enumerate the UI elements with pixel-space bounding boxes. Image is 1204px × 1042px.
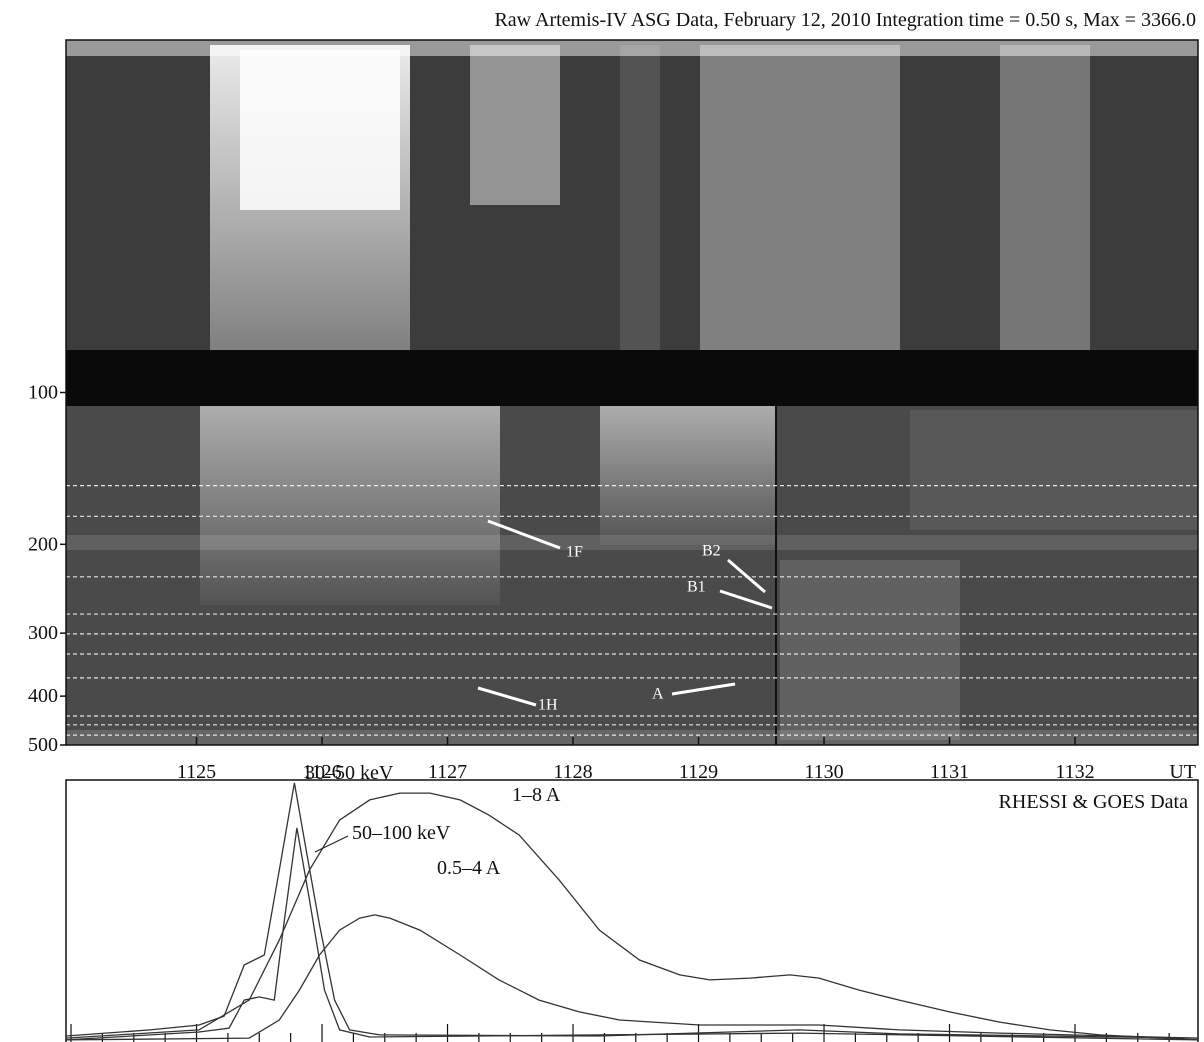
- y-tick-label: 200: [28, 533, 58, 555]
- light-curve: [65, 914, 1199, 1041]
- y-tick-label: 300: [28, 622, 58, 644]
- x-tick-label: 1130: [804, 761, 843, 783]
- annotation-pointer: [671, 682, 736, 696]
- label-pointer: [314, 835, 349, 853]
- y-tick-label: 400: [28, 685, 58, 707]
- annotation-pointer: [727, 558, 766, 594]
- annotation-pointer: [477, 686, 537, 707]
- y-tick-label: 500: [28, 734, 58, 756]
- annotation: B1: [687, 579, 706, 596]
- spectrogram-image: [66, 40, 1198, 745]
- chart-title: Raw Artemis-IV ASG Data, February 12, 20…: [494, 9, 1196, 31]
- x-tick-label: 1126: [302, 761, 341, 783]
- x-tick-label: 1128: [553, 761, 592, 783]
- plot-frame: [65, 779, 1199, 1042]
- x-tick-label: 1127: [428, 761, 467, 783]
- x-tick-label: 1125: [177, 761, 216, 783]
- x-tick-label: 1131: [930, 761, 969, 783]
- annotation: B2: [702, 543, 721, 560]
- panel-title: RHESSI & GOES Data: [999, 791, 1189, 813]
- light-curve: [65, 792, 1199, 1041]
- curve-label: 1–8 A: [512, 784, 561, 806]
- annotation-pointer: [487, 519, 561, 550]
- light-curves: [65, 782, 1199, 1042]
- x-tick-label: 1129: [679, 761, 718, 783]
- annotation: 1F: [566, 544, 583, 561]
- annotation-pointer: [719, 589, 773, 610]
- annotation: A: [652, 686, 664, 703]
- y-tick-label: 100: [28, 382, 58, 404]
- curve-label: 0.5–4 A: [437, 857, 501, 879]
- x-tick-label: 1132: [1055, 761, 1094, 783]
- curve-label: 50–100 keV: [352, 822, 451, 844]
- light-curve: [65, 827, 1199, 1041]
- annotation: 1H: [538, 697, 558, 714]
- x-axis-label: UT: [1169, 761, 1196, 783]
- curve-label: 30–50 keV: [305, 762, 394, 784]
